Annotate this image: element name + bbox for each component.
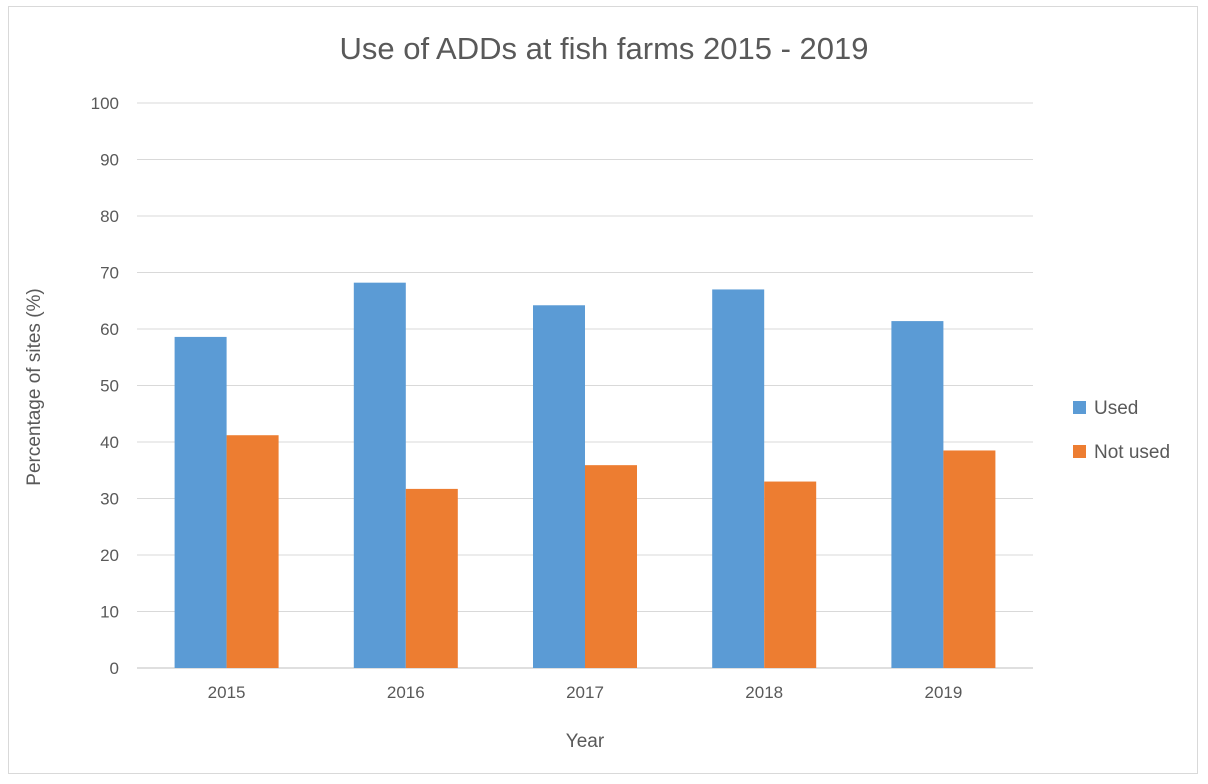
chart-title: Use of ADDs at fish farms 2015 - 2019 [340,31,869,66]
y-tick-label: 70 [100,264,119,283]
y-tick-label: 80 [100,207,119,226]
bar-used-2018 [712,289,765,668]
bar-not-used-2015 [226,435,279,668]
y-tick-label: 50 [100,377,119,396]
x-axis-label: Year [566,731,605,752]
x-tick-label: 2017 [566,683,604,702]
y-tick-label: 90 [100,151,119,170]
bar-used-2017 [533,305,585,668]
bar-used-2015 [174,336,227,668]
bar-used-2019 [891,321,944,668]
legend-label: Not used [1094,442,1170,463]
y-tick-label: 10 [100,603,119,622]
x-tick-label: 2015 [208,683,246,702]
bar-used-2016 [353,282,406,668]
legend-swatch [1073,445,1086,458]
y-tick-label: 20 [100,546,119,565]
y-tick-label: 60 [100,320,119,339]
y-tick-label: 0 [110,659,119,678]
y-tick-label: 40 [100,433,119,452]
bar-not-used-2017 [585,465,637,668]
x-tick-label: 2018 [745,683,783,702]
gridlines [137,102,1033,669]
bars [174,282,996,668]
legend: Used Not used [1073,398,1170,463]
x-tick-label: 2019 [924,683,962,702]
x-axis-ticks: 2015 2016 2017 2018 2019 [208,683,963,702]
y-tick-label: 100 [91,94,119,113]
legend-label: Used [1094,398,1138,419]
bar-not-used-2018 [764,481,817,668]
x-tick-label: 2016 [387,683,425,702]
y-tick-label: 30 [100,490,119,509]
legend-swatch [1073,401,1086,414]
y-axis-label: Percentage of sites (%) [24,288,45,485]
bar-not-used-2019 [943,450,996,668]
bar-not-used-2016 [405,488,458,668]
y-axis-ticks: 0 10 20 30 40 50 60 70 80 90 100 [91,94,119,678]
